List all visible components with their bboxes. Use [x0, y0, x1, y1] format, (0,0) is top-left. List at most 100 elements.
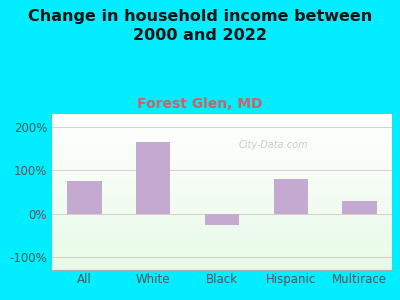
Bar	[52, 244, 392, 245]
Bar	[52, 222, 392, 223]
Bar	[52, 261, 392, 262]
Bar	[52, 208, 392, 209]
Bar	[52, 139, 392, 140]
Bar	[52, 122, 392, 123]
Bar	[52, 150, 392, 152]
Bar	[52, 195, 392, 197]
Bar	[52, 159, 392, 161]
Bar	[52, 161, 392, 162]
Bar	[52, 162, 392, 164]
Bar	[52, 239, 392, 240]
Bar	[52, 130, 392, 131]
Bar	[52, 198, 392, 200]
Bar	[52, 240, 392, 242]
Bar	[52, 251, 392, 253]
Bar	[52, 247, 392, 248]
Bar	[52, 183, 392, 184]
Bar	[52, 117, 392, 119]
Bar	[52, 226, 392, 228]
Bar	[205, 214, 239, 224]
Bar	[52, 154, 392, 156]
Bar	[52, 206, 392, 208]
Bar	[52, 145, 392, 147]
Bar	[52, 147, 392, 148]
Bar	[52, 175, 392, 176]
Bar	[52, 176, 392, 178]
Bar	[52, 264, 392, 265]
Bar	[52, 228, 392, 230]
Bar	[52, 184, 392, 186]
Bar	[52, 120, 392, 122]
Bar	[52, 250, 392, 251]
Bar	[52, 197, 392, 198]
Bar	[52, 133, 392, 134]
Bar	[342, 201, 376, 214]
Bar	[52, 194, 392, 195]
Bar	[52, 114, 392, 116]
Bar	[52, 231, 392, 232]
Bar	[52, 170, 392, 172]
Bar	[52, 179, 392, 181]
Bar	[68, 181, 102, 214]
Text: Change in household income between
2000 and 2022: Change in household income between 2000 …	[28, 9, 372, 43]
Bar	[52, 127, 392, 128]
Bar	[52, 211, 392, 212]
Bar	[52, 164, 392, 166]
Bar	[52, 153, 392, 154]
Bar	[52, 192, 392, 194]
Bar	[52, 237, 392, 239]
Bar	[52, 218, 392, 220]
Bar	[52, 267, 392, 268]
Bar	[52, 209, 392, 211]
Bar	[52, 128, 392, 130]
Text: Forest Glen, MD: Forest Glen, MD	[137, 98, 263, 112]
Bar	[52, 236, 392, 237]
Bar	[52, 262, 392, 264]
Bar	[52, 186, 392, 187]
Bar	[52, 230, 392, 231]
Bar	[52, 248, 392, 250]
Bar	[52, 187, 392, 189]
Bar	[52, 225, 392, 226]
Bar	[52, 189, 392, 190]
Bar	[52, 242, 392, 244]
Bar	[52, 268, 392, 270]
Bar	[52, 156, 392, 158]
Bar	[52, 190, 392, 192]
Bar	[52, 125, 392, 127]
Bar	[52, 200, 392, 201]
Bar	[52, 167, 392, 169]
Bar	[52, 123, 392, 125]
Bar	[52, 245, 392, 247]
Bar	[52, 144, 392, 145]
Bar	[52, 223, 392, 225]
Bar	[52, 131, 392, 133]
Bar	[52, 142, 392, 144]
Bar	[52, 181, 392, 183]
Bar	[52, 172, 392, 173]
Bar	[52, 257, 392, 259]
Bar	[52, 169, 392, 170]
Bar	[52, 259, 392, 261]
Bar	[52, 148, 392, 150]
Bar	[52, 215, 392, 217]
Bar	[52, 173, 392, 175]
Bar	[52, 232, 392, 234]
Bar	[52, 254, 392, 256]
Bar	[52, 116, 392, 117]
Bar	[52, 119, 392, 120]
Bar	[52, 212, 392, 214]
Bar	[52, 265, 392, 267]
Bar	[52, 203, 392, 205]
Bar	[52, 158, 392, 159]
Bar	[52, 178, 392, 179]
Bar	[52, 256, 392, 257]
Bar	[52, 137, 392, 139]
Bar	[52, 220, 392, 222]
Bar	[52, 234, 392, 236]
Bar	[52, 214, 392, 215]
Bar	[52, 166, 392, 167]
Text: City-Data.com: City-Data.com	[238, 140, 308, 150]
Bar	[52, 152, 392, 153]
Bar	[52, 136, 392, 137]
